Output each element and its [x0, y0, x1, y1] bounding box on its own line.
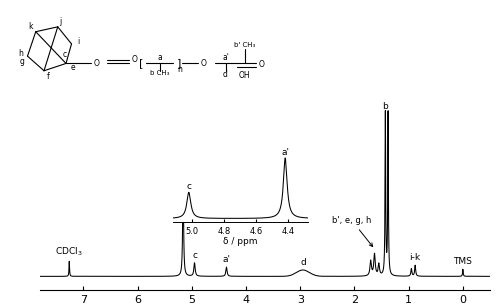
Text: b CH₃: b CH₃: [150, 70, 169, 76]
Text: b: b: [382, 102, 388, 111]
Text: OH: OH: [239, 71, 250, 80]
Text: g: g: [20, 56, 24, 66]
Text: h: h: [18, 49, 23, 58]
Text: e: e: [70, 63, 75, 72]
Text: [: [: [138, 59, 143, 68]
Text: O: O: [201, 59, 206, 68]
Text: f: f: [47, 72, 50, 81]
Text: c: c: [62, 50, 66, 59]
Text: k: k: [28, 22, 32, 31]
Text: d: d: [300, 258, 306, 267]
Text: b' CH₃: b' CH₃: [234, 42, 256, 48]
Text: a': a': [222, 53, 229, 62]
Text: n: n: [178, 65, 182, 74]
Text: ]: ]: [178, 59, 182, 68]
Text: CDCl$_3$: CDCl$_3$: [56, 246, 83, 258]
Text: O: O: [94, 59, 100, 68]
Text: i-k: i-k: [410, 253, 420, 262]
Text: j: j: [60, 17, 62, 27]
Text: i: i: [77, 37, 80, 46]
Text: O: O: [132, 55, 138, 64]
Text: a: a: [180, 163, 186, 173]
Text: O: O: [258, 60, 264, 69]
Text: a: a: [157, 53, 162, 62]
Text: d: d: [223, 70, 228, 79]
Text: b', e, g, h: b', e, g, h: [332, 216, 372, 246]
Text: a': a': [222, 255, 230, 264]
Text: TMS: TMS: [454, 257, 472, 266]
Text: c: c: [192, 251, 198, 260]
